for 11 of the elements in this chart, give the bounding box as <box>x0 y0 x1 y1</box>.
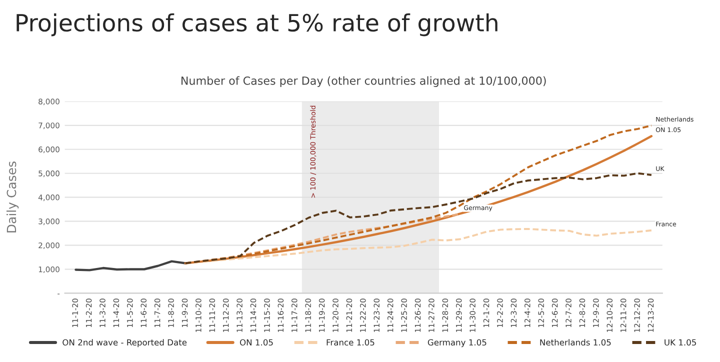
chart-title: Projections of cases at 5% rate of growth <box>16 13 498 36</box>
legend-label: France 1.05 <box>326 339 374 346</box>
legend-label: Germany 1.05 <box>428 339 486 348</box>
legend-label: Netherlands 1.05 <box>540 339 611 346</box>
y-axis-title: Daily Cases <box>6 162 19 232</box>
legend-label: ON 2nd wave - Reported Date <box>62 339 187 348</box>
legend-label: UK 1.05 <box>664 339 696 346</box>
line-series <box>184 172 652 264</box>
legend-label: ON 1.05 <box>240 339 273 346</box>
chart-subtitle: Number of Cases per Day (other countries aligned at 10/100,000) <box>182 76 546 88</box>
line-series <box>74 260 187 272</box>
